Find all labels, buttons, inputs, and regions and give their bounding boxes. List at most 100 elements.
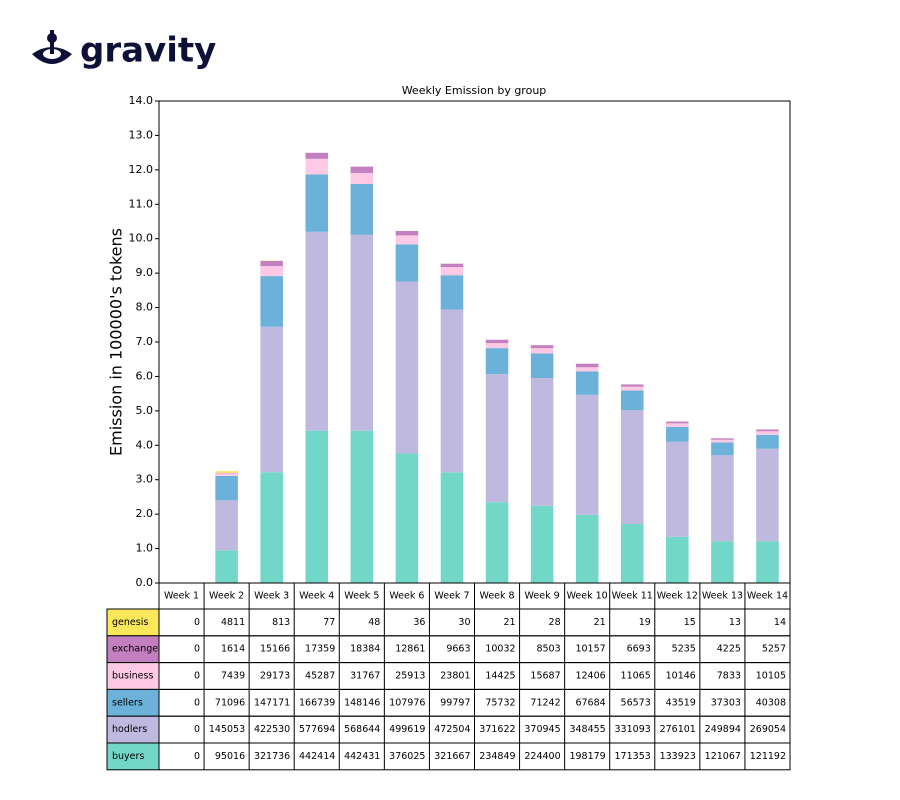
table-cell: 7833 [717, 671, 741, 682]
table-cell: 321736 [254, 751, 290, 762]
bar-segment [485, 343, 509, 349]
bar-segment [666, 536, 689, 583]
table-cell: 813 [272, 617, 290, 628]
bar-segment [215, 472, 238, 474]
legend-swatch [106, 635, 160, 664]
bar-segment [575, 394, 599, 515]
table-cell: 472504 [434, 724, 470, 735]
table-cell: 23801 [440, 671, 470, 682]
bar-segment [756, 434, 779, 449]
legend-label: hodlers [112, 724, 147, 735]
table-cell: 15166 [260, 644, 290, 655]
bar-segment [575, 514, 599, 583]
table-cell: 10105 [756, 671, 786, 682]
table-cell: 5257 [762, 644, 786, 655]
table-cell: 7439 [221, 671, 245, 682]
table-cell: 77 [323, 617, 335, 628]
table-cell: 4811 [221, 617, 245, 628]
table-cell: 48 [368, 617, 380, 628]
bar-segment [350, 430, 374, 583]
bar-segment [530, 345, 554, 349]
legend-label: sellers [112, 697, 143, 708]
bar-segment [440, 267, 464, 276]
bar-segment [350, 183, 374, 235]
table-cell: 21 [594, 617, 606, 628]
table-cell: 12406 [575, 671, 605, 682]
table-cell: 0 [194, 617, 200, 628]
table-cell: 30 [458, 617, 470, 628]
legend-label: business [112, 671, 153, 682]
table-cell: 40308 [756, 697, 786, 708]
bar-segment [395, 235, 419, 245]
table-cell: 0 [194, 751, 200, 762]
bar-segment [575, 363, 599, 368]
table-cell: 0 [194, 724, 200, 735]
table-cell: 4225 [717, 644, 741, 655]
table-cell: 442431 [344, 751, 380, 762]
table-cell: 249894 [705, 724, 741, 735]
y-tick-label: 6.0 [136, 369, 154, 382]
table-cell: 145053 [209, 724, 245, 735]
bar-segment [305, 174, 329, 232]
table-cell: 13 [729, 617, 741, 628]
bar-segment [756, 431, 779, 435]
table-cell: 15 [684, 617, 696, 628]
table-cell: 370945 [524, 724, 560, 735]
bar-segment [620, 384, 644, 387]
table-cell: 14425 [485, 671, 515, 682]
table-cell: 442414 [299, 751, 335, 762]
table-cell: 171353 [615, 751, 651, 762]
bar-segment [620, 386, 644, 391]
bar-segment [305, 231, 329, 431]
bar-segment [395, 453, 419, 583]
bar-segment [575, 371, 599, 395]
table-cell: 75732 [485, 697, 515, 708]
y-tick-label: 4.0 [136, 438, 154, 451]
bar-segment [215, 475, 238, 501]
bar-segment [305, 152, 329, 159]
table-cell: 422530 [254, 724, 290, 735]
table-cell: 198179 [569, 751, 605, 762]
y-tick-label: 14.0 [129, 94, 154, 107]
bar-segment [260, 266, 283, 277]
bar-segment [440, 472, 464, 583]
x-tick-label: Week 3 [254, 591, 289, 602]
bar-segment [666, 426, 689, 442]
table-cell: 95016 [215, 751, 245, 762]
table-cell: 14 [774, 617, 786, 628]
legend-swatch [106, 715, 160, 744]
bar-segment [215, 471, 238, 473]
bar-segment [530, 505, 554, 583]
y-tick-label: 2.0 [136, 507, 154, 520]
y-tick-label: 1.0 [136, 542, 154, 555]
y-axis-label: Emission in 100000's tokens [107, 228, 126, 456]
bar-segment [620, 524, 644, 583]
table-cell: 18384 [350, 644, 380, 655]
legend-swatch [106, 662, 160, 690]
table-cell: 12861 [395, 644, 425, 655]
bar-segment [711, 439, 734, 443]
table-cell: 0 [194, 671, 200, 682]
legend-label: buyers [112, 751, 144, 762]
table-cell: 276101 [660, 724, 696, 735]
bar-segment [395, 244, 419, 282]
table-cell: 224400 [524, 751, 560, 762]
bar-segment [666, 421, 689, 424]
bar-segment [260, 326, 283, 473]
table-row [158, 742, 791, 771]
table-cell: 10146 [666, 671, 696, 682]
table-cell: 36 [413, 617, 425, 628]
table-cell: 6693 [627, 644, 651, 655]
bar-segment [756, 541, 779, 583]
logo-icon [32, 30, 72, 64]
bar-segment [575, 367, 599, 372]
table-cell: 8503 [536, 644, 560, 655]
y-tick-label: 0.0 [136, 576, 154, 589]
bar-segment [711, 438, 734, 440]
x-tick-label: Week 11 [612, 591, 653, 602]
bar-segment [530, 378, 554, 506]
y-tick-label: 5.0 [136, 404, 154, 417]
table-cell: 31767 [350, 671, 380, 682]
bar-segment [305, 430, 329, 583]
